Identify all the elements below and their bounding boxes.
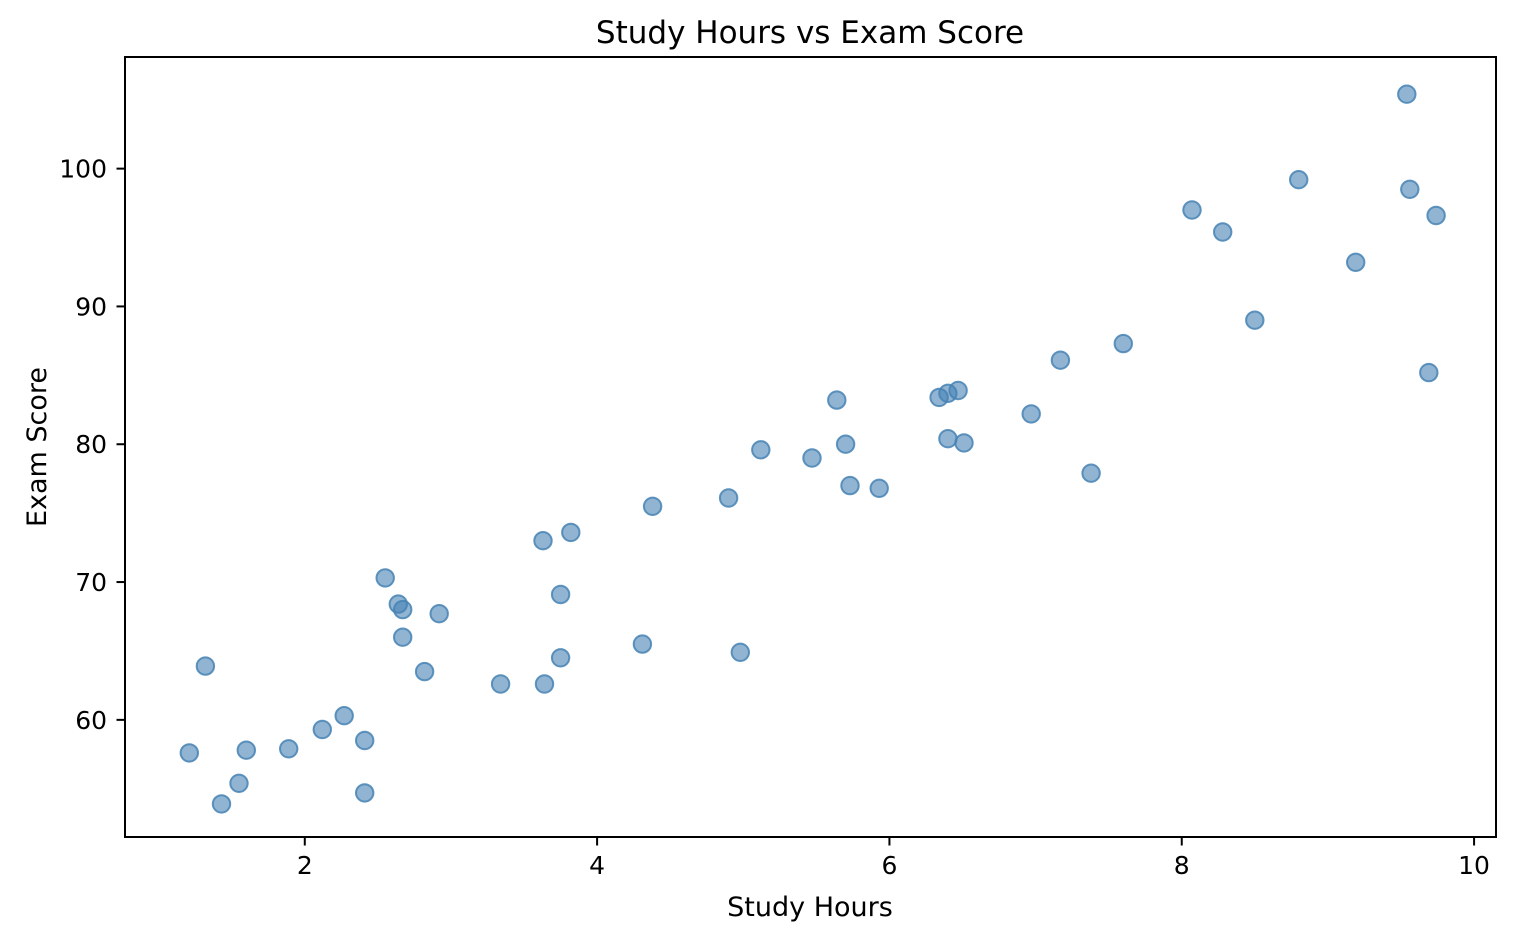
data-point xyxy=(429,604,449,624)
data-point xyxy=(393,627,413,647)
y-axis-ticks: 60 70 80 90 100 xyxy=(59,155,125,735)
data-point xyxy=(954,433,974,453)
y-tick-label: 80 xyxy=(75,430,107,459)
data-point xyxy=(279,739,299,759)
data-points xyxy=(179,84,1446,814)
data-point xyxy=(534,674,555,694)
data-point xyxy=(1113,333,1134,354)
y-tick-label: 100 xyxy=(59,155,107,184)
data-point xyxy=(550,584,571,605)
data-point xyxy=(751,440,771,460)
data-point xyxy=(211,794,232,814)
data-point xyxy=(730,642,750,662)
y-tick-label: 70 xyxy=(75,568,107,597)
data-point xyxy=(718,488,739,508)
data-point xyxy=(533,531,553,551)
data-point xyxy=(414,661,435,682)
y-axis-label: Exam Score xyxy=(22,367,53,527)
data-point xyxy=(1419,362,1439,383)
data-point xyxy=(938,429,958,449)
data-point xyxy=(1400,179,1420,200)
chart-title: Study Hours vs Exam Score xyxy=(596,15,1024,51)
data-point xyxy=(393,599,413,620)
data-point xyxy=(355,783,375,803)
data-point xyxy=(869,478,889,498)
data-point xyxy=(1426,205,1446,226)
y-tick-label: 90 xyxy=(75,292,107,321)
data-point xyxy=(1182,200,1202,220)
data-point xyxy=(229,773,249,793)
data-point xyxy=(1289,170,1309,190)
data-point xyxy=(312,719,332,740)
x-tick-label: 4 xyxy=(589,851,605,880)
data-point xyxy=(1081,463,1101,483)
data-point xyxy=(948,380,968,401)
data-point xyxy=(1213,222,1233,242)
data-point xyxy=(642,496,663,516)
data-point xyxy=(1397,84,1417,104)
data-point xyxy=(195,656,216,676)
x-axis-ticks: 2 4 6 8 10 xyxy=(297,837,1490,880)
x-tick-label: 6 xyxy=(881,851,897,880)
x-tick-label: 8 xyxy=(1174,851,1190,880)
data-point xyxy=(375,568,395,588)
data-point xyxy=(334,706,354,726)
data-point xyxy=(802,448,822,468)
data-point xyxy=(1021,404,1041,424)
y-tick-label: 60 xyxy=(75,706,107,735)
data-point xyxy=(355,730,375,751)
data-point xyxy=(179,743,200,763)
data-point xyxy=(840,475,860,496)
data-point xyxy=(1050,350,1071,370)
data-point xyxy=(550,648,571,668)
x-tick-label: 10 xyxy=(1458,851,1490,880)
data-point xyxy=(1346,252,1366,272)
data-point xyxy=(835,434,856,454)
data-point xyxy=(561,522,581,543)
data-point xyxy=(490,674,511,694)
data-point xyxy=(1245,310,1265,330)
data-point xyxy=(827,390,847,410)
data-point xyxy=(236,740,257,760)
plot-frame xyxy=(124,56,1497,838)
x-axis-label: Study Hours xyxy=(727,892,893,923)
x-tick-label: 2 xyxy=(297,851,313,880)
data-point xyxy=(632,634,653,654)
